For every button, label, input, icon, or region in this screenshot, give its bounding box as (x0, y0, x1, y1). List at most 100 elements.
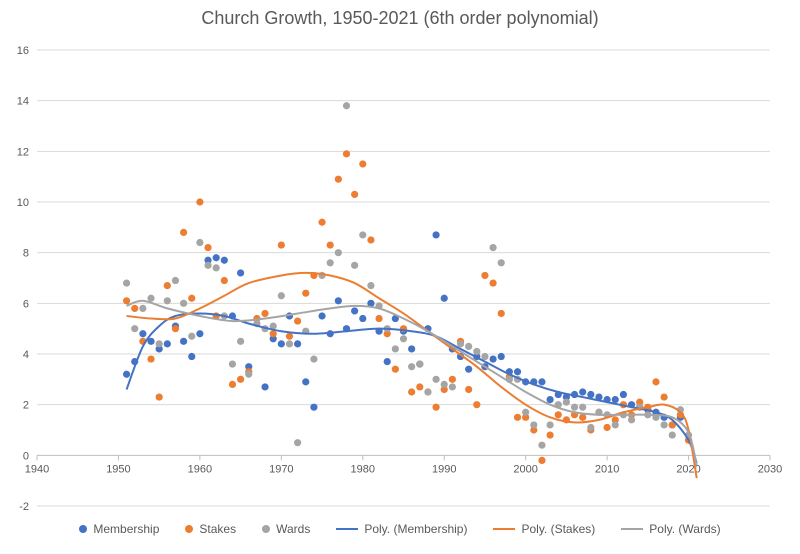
legend-label: Poly. (Stakes) (521, 522, 596, 536)
stakes-point (196, 198, 204, 206)
wards-point (562, 398, 570, 406)
stakes-point (513, 413, 522, 421)
x-axis-ticks: 1940 1950 1960 1970 1980 1990 2000 2010 2020 2030 (25, 455, 782, 475)
wards-point (131, 325, 139, 333)
wards-point (196, 238, 204, 247)
wards-point (481, 352, 489, 361)
membership-point (465, 365, 473, 373)
wards-point (570, 403, 579, 411)
wards-point (147, 294, 155, 302)
stakes-point (473, 401, 481, 409)
stakes-point (294, 317, 302, 325)
membership-point (155, 345, 163, 353)
x-tick-label: 2030 (758, 463, 782, 475)
stakes-point (277, 241, 285, 249)
legend-swatch (336, 528, 359, 530)
membership-point (269, 335, 277, 343)
y-tick-label: 10 (17, 197, 29, 209)
membership-point (237, 269, 245, 277)
legend-swatch (493, 528, 516, 530)
stakes-point (171, 325, 180, 333)
wards-point (237, 337, 245, 345)
membership-point (595, 393, 603, 401)
membership-point (196, 330, 204, 338)
legend-item-poly-wards: Poly. (Wards) (621, 522, 721, 536)
legend-label: Membership (93, 522, 160, 536)
stakes-point (432, 403, 440, 411)
membership-point (180, 337, 188, 345)
y-tick-label: 8 (23, 248, 29, 260)
wards-point (546, 421, 554, 429)
poly-stakes-line (126, 271, 698, 479)
wards-point (204, 261, 212, 269)
wards-point (245, 370, 253, 378)
wards-point (432, 375, 440, 383)
stakes-point (465, 385, 473, 394)
membership-point (619, 390, 628, 399)
stakes-point (131, 304, 139, 312)
wards-point (269, 322, 277, 330)
stakes-point (228, 380, 237, 388)
wards-point (285, 340, 294, 348)
membership-point (302, 378, 310, 386)
legend-item-wards: Wards (262, 522, 310, 536)
membership-point (391, 314, 399, 323)
poly-membership-line (125, 312, 698, 464)
x-tick-label: 2010 (595, 463, 619, 475)
membership-point (408, 345, 416, 353)
membership-point (245, 363, 253, 371)
membership-point (562, 393, 570, 401)
wards-point (391, 345, 399, 353)
membership-point (367, 299, 375, 307)
membership-point (611, 396, 619, 404)
wards-point (294, 439, 302, 447)
wards-point (326, 259, 334, 267)
stakes-point (579, 413, 587, 421)
membership-point (440, 294, 448, 302)
membership-point (334, 297, 342, 305)
wards-point (228, 360, 237, 368)
stakes-point (554, 411, 562, 419)
membership-point (351, 307, 359, 315)
stakes-point (375, 314, 383, 323)
legend-label: Poly. (Wards) (649, 522, 721, 536)
chart-title: Church Growth, 1950-2021 (6th order poly… (201, 8, 599, 28)
stakes-point (668, 421, 676, 429)
membership-point (456, 352, 465, 361)
membership-point (513, 368, 522, 376)
stakes-point (440, 385, 448, 394)
membership-point (359, 314, 367, 323)
membership-point (294, 340, 302, 348)
membership-point (432, 231, 440, 239)
membership-point (587, 390, 595, 399)
wards-point (155, 340, 163, 348)
stakes-point (603, 423, 611, 432)
membership-point (261, 383, 269, 391)
wards-point (367, 282, 375, 290)
stakes-point (660, 393, 668, 401)
wards-point (424, 388, 432, 396)
stakes-point (261, 309, 269, 318)
stakes-point (326, 241, 334, 249)
wards-point (171, 276, 180, 285)
stakes-point (269, 330, 277, 338)
legend-swatch (185, 525, 194, 533)
wards-point (334, 249, 342, 257)
stakes-point (220, 276, 228, 285)
wards-point (522, 408, 530, 416)
membership-point (188, 352, 196, 361)
stakes-point (489, 279, 497, 287)
stakes-point (497, 309, 505, 318)
membership-point (579, 388, 587, 396)
stakes-point (367, 236, 375, 244)
stakes-point (448, 375, 456, 383)
legend-item-membership: Membership (79, 522, 159, 536)
y-axis-ticks: -2 0 2 4 6 8 10 12 14 16 (17, 45, 29, 513)
x-tick-label: 1990 (432, 463, 456, 475)
stakes-point (391, 365, 399, 373)
wards-point (611, 421, 619, 429)
membership-point (139, 330, 147, 338)
stakes-point (383, 330, 391, 338)
wards-point (359, 231, 367, 239)
trendlines (125, 271, 698, 479)
